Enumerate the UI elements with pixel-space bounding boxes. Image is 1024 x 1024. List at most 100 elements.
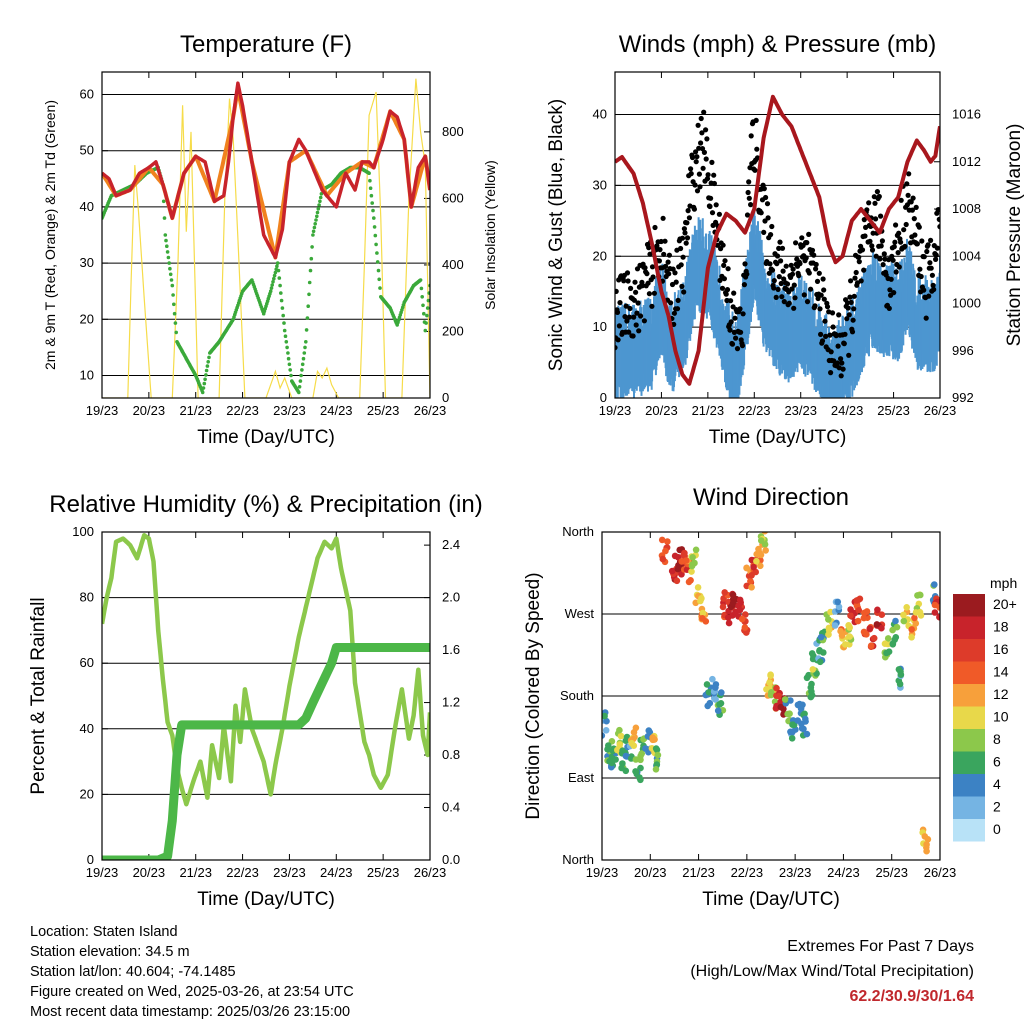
direction-point [659, 555, 667, 563]
gust-point [886, 257, 892, 263]
y-tick-label: 80 [80, 590, 94, 605]
direction-point [689, 554, 696, 561]
y-tick-label: 100 [72, 524, 94, 539]
direction-point [900, 611, 907, 619]
plot-frame [614, 71, 941, 399]
x-tick-label: 21/23 [692, 403, 725, 418]
colorbar-swatch [953, 796, 985, 819]
gust-point [660, 215, 666, 221]
dewpoint-point [169, 278, 174, 282]
direction-point [616, 741, 624, 748]
dewpoint-point [313, 222, 318, 226]
dewpoint-point [307, 280, 312, 285]
gust-point [697, 184, 703, 190]
gust-point [831, 358, 837, 364]
gust-point [926, 293, 932, 299]
gust-point [733, 335, 739, 341]
x-tick-label: 25/23 [367, 865, 400, 880]
dewpoint-point [284, 340, 289, 344]
gust-point [621, 278, 627, 284]
y2-tick-label: 1004 [952, 248, 981, 263]
colorbar-label: 18 [993, 619, 1009, 635]
direction-point [617, 732, 625, 740]
x-tick-label: 21/23 [179, 865, 212, 880]
gust-point [627, 305, 633, 312]
dewpoint-point [162, 216, 167, 220]
gust-point [937, 224, 940, 230]
gust-point [632, 279, 638, 285]
dewpoint-point [168, 266, 172, 271]
x-tick-label: 20/23 [634, 865, 667, 880]
gust-point [874, 189, 881, 195]
colorbar-label: 0 [993, 821, 1001, 837]
direction-point [931, 601, 939, 609]
direction-point [917, 591, 924, 599]
y2-tick-label: 1000 [952, 296, 981, 311]
gust-point [681, 226, 688, 232]
plot-frame [101, 71, 431, 399]
direction-point [820, 649, 827, 656]
y-tick-label: 20 [80, 786, 94, 801]
direction-point [775, 692, 783, 700]
extremes-values: 62.2/30.9/30/1.64 [849, 988, 974, 1005]
y-axis-label: Direction (Colored By Speed) [523, 572, 544, 819]
direction-point [638, 750, 645, 757]
gust-point [901, 227, 907, 233]
direction-point [712, 684, 719, 691]
gust-point [641, 318, 648, 324]
x-tick-label: 24/23 [320, 865, 353, 880]
y2-tick-label: 1016 [952, 107, 981, 122]
direction-point [854, 617, 862, 625]
y-tick-label: 40 [593, 107, 607, 122]
gust-point [880, 262, 886, 268]
colorbar-label: 6 [993, 754, 1001, 770]
gust-point [615, 288, 619, 294]
gust-point [703, 127, 709, 133]
dewpoint-point [319, 192, 324, 196]
gust-point [830, 324, 836, 330]
gust-point [763, 194, 769, 201]
gust-point [889, 253, 895, 259]
dewpoint-point [425, 306, 430, 310]
x-tick-label: 22/23 [738, 403, 771, 418]
gust-point [622, 314, 628, 320]
direction-point [758, 537, 765, 544]
direction-point [636, 774, 643, 781]
gust-point [708, 195, 714, 201]
gust-point [876, 193, 882, 200]
colorbar-swatch [953, 684, 985, 707]
dewpoint-point [200, 390, 205, 395]
direction-point [747, 577, 754, 585]
gust-point [836, 312, 842, 318]
direction-point [921, 833, 929, 840]
dewpoint-point [286, 351, 290, 355]
series-total-rainfall [102, 643, 430, 860]
dewpoint-point [201, 386, 206, 390]
gust-point [777, 239, 783, 245]
dewpoint-point [302, 351, 307, 355]
dewpoint-point [311, 229, 316, 234]
x-tick-label: 19/23 [586, 865, 619, 880]
gust-point [841, 341, 847, 347]
gust-point [878, 243, 884, 249]
gust-point [888, 276, 894, 282]
dewpoint-point [377, 277, 382, 282]
dewpoint-point [287, 362, 292, 367]
direction-point [743, 629, 750, 636]
gust-point [771, 278, 777, 284]
x-tick-label: 26/23 [414, 403, 447, 418]
gust-point [936, 207, 940, 213]
direction-point [622, 767, 630, 775]
y-tick-label: North [562, 852, 594, 867]
y2-tick-label: 996 [952, 343, 974, 358]
direction-point [702, 618, 710, 625]
gust-point [615, 337, 621, 343]
gust-point [635, 300, 641, 306]
gust-point [626, 314, 633, 320]
direction-point [870, 634, 878, 642]
dewpoint-point [288, 368, 293, 372]
dewpoint-point [374, 242, 378, 247]
gust-point [616, 323, 623, 329]
y-axis-label: Percent & Total Rainfall [28, 597, 49, 794]
dewpoint-point [425, 313, 429, 318]
